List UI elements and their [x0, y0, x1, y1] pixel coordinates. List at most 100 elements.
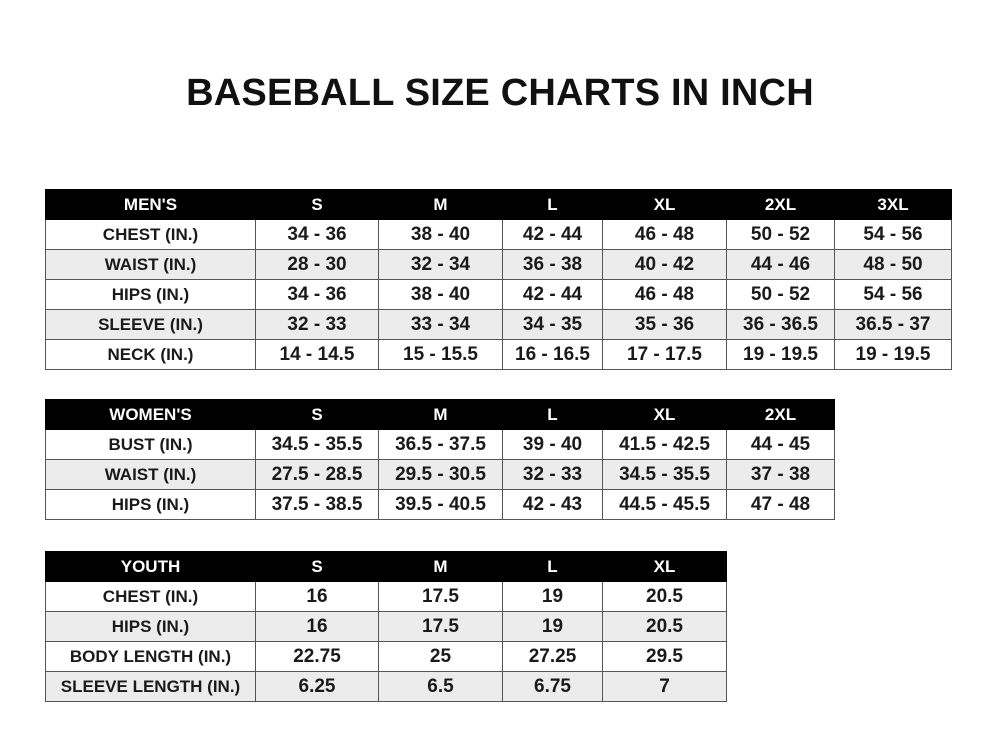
- size-value-cell: 7: [602, 671, 727, 702]
- measurement-label: CHEST (IN.): [45, 219, 256, 250]
- size-value-cell: 54 - 56: [834, 219, 952, 250]
- size-value-cell: 32 - 34: [378, 249, 503, 280]
- size-value-cell: 36.5 - 37: [834, 309, 952, 340]
- size-value-cell: 19 - 19.5: [834, 339, 952, 370]
- size-value-cell: 36.5 - 37.5: [378, 429, 503, 460]
- size-value-cell: 17.5: [378, 611, 503, 642]
- size-value-cell: 34 - 36: [255, 279, 379, 310]
- mens-size-table: MEN'S S M L XL 2XL 3XL CHEST (IN.) 34 - 36 38 - 4…: [45, 189, 952, 370]
- size-value-cell: 42 - 44: [502, 279, 603, 310]
- header-row: WOMEN'S S M L XL 2XL: [45, 399, 835, 430]
- size-column-header: L: [502, 551, 603, 582]
- measurement-label: HIPS (IN.): [45, 279, 256, 310]
- size-value-cell: 25: [378, 641, 503, 672]
- size-value-cell: 44.5 - 45.5: [602, 489, 727, 520]
- size-column-header: S: [255, 189, 379, 220]
- size-value-cell: 40 - 42: [602, 249, 727, 280]
- size-value-cell: 36 - 38: [502, 249, 603, 280]
- measurement-label: WAIST (IN.): [45, 459, 256, 490]
- header-row: YOUTH S M L XL: [45, 551, 727, 582]
- size-value-cell: 29.5 - 30.5: [378, 459, 503, 490]
- size-value-cell: 22.75: [255, 641, 379, 672]
- size-value-cell: 46 - 48: [602, 279, 727, 310]
- measurement-label: WAIST (IN.): [45, 249, 256, 280]
- size-column-header: M: [378, 551, 503, 582]
- size-value-cell: 42 - 43: [502, 489, 603, 520]
- measurement-label: CHEST (IN.): [45, 581, 256, 612]
- table-row: HIPS (IN.) 34 - 36 38 - 40 42 - 44 46 - 48 50…: [45, 279, 952, 310]
- size-value-cell: 41.5 - 42.5: [602, 429, 727, 460]
- size-value-cell: 46 - 48: [602, 219, 727, 250]
- table-row: HIPS (IN.) 37.5 - 38.5 39.5 - 40.5 42 - 43 4…: [45, 489, 835, 520]
- size-value-cell: 29.5: [602, 641, 727, 672]
- measurement-label: BUST (IN.): [45, 429, 256, 460]
- size-value-cell: 44 - 45: [726, 429, 835, 460]
- womens-size-table: WOMEN'S S M L XL 2XL BUST (IN.) 34.5 - 35.5 36.5…: [45, 399, 835, 520]
- size-value-cell: 33 - 34: [378, 309, 503, 340]
- size-value-cell: 50 - 52: [726, 219, 835, 250]
- size-value-cell: 47 - 48: [726, 489, 835, 520]
- size-value-cell: 36 - 36.5: [726, 309, 835, 340]
- size-value-cell: 50 - 52: [726, 279, 835, 310]
- size-value-cell: 39.5 - 40.5: [378, 489, 503, 520]
- size-column-header: XL: [602, 551, 727, 582]
- size-column-header: 2XL: [726, 189, 835, 220]
- size-value-cell: 38 - 40: [378, 279, 503, 310]
- size-value-cell: 16 - 16.5: [502, 339, 603, 370]
- size-value-cell: 37.5 - 38.5: [255, 489, 379, 520]
- size-value-cell: 37 - 38: [726, 459, 835, 490]
- header-row: MEN'S S M L XL 2XL 3XL: [45, 189, 952, 220]
- size-column-header: M: [378, 189, 503, 220]
- size-value-cell: 14 - 14.5: [255, 339, 379, 370]
- measurement-label: SLEEVE (IN.): [45, 309, 256, 340]
- size-value-cell: 19 - 19.5: [726, 339, 835, 370]
- size-value-cell: 44 - 46: [726, 249, 835, 280]
- size-value-cell: 38 - 40: [378, 219, 503, 250]
- measurement-label: HIPS (IN.): [45, 611, 256, 642]
- youth-size-table: YOUTH S M L XL CHEST (IN.) 16 17.5 19 20.5 HIPS (I…: [45, 551, 727, 702]
- table-category-header: MEN'S: [45, 189, 256, 220]
- size-column-header: M: [378, 399, 503, 430]
- table-category-header: YOUTH: [45, 551, 256, 582]
- table-category-header: WOMEN'S: [45, 399, 256, 430]
- table-row: SLEEVE (IN.) 32 - 33 33 - 34 34 - 35 35 - 36…: [45, 309, 952, 340]
- size-value-cell: 17 - 17.5: [602, 339, 727, 370]
- size-value-cell: 17.5: [378, 581, 503, 612]
- size-value-cell: 54 - 56: [834, 279, 952, 310]
- size-value-cell: 32 - 33: [255, 309, 379, 340]
- table-row: HIPS (IN.) 16 17.5 19 20.5: [45, 611, 727, 642]
- size-value-cell: 34.5 - 35.5: [602, 459, 727, 490]
- size-column-header: XL: [602, 399, 727, 430]
- table-row: BUST (IN.) 34.5 - 35.5 36.5 - 37.5 39 - 40 4…: [45, 429, 835, 460]
- table-row: WAIST (IN.) 28 - 30 32 - 34 36 - 38 40 - 42 4…: [45, 249, 952, 280]
- size-value-cell: 34 - 35: [502, 309, 603, 340]
- size-column-header: L: [502, 189, 603, 220]
- size-value-cell: 19: [502, 581, 603, 612]
- table-row: CHEST (IN.) 16 17.5 19 20.5: [45, 581, 727, 612]
- size-column-header: 2XL: [726, 399, 835, 430]
- table-row: SLEEVE LENGTH (IN.) 6.25 6.5 6.75 7: [45, 671, 727, 702]
- measurement-label: BODY LENGTH (IN.): [45, 641, 256, 672]
- size-value-cell: 6.5: [378, 671, 503, 702]
- table-row: NECK (IN.) 14 - 14.5 15 - 15.5 16 - 16.5 17 …: [45, 339, 952, 370]
- size-value-cell: 48 - 50: [834, 249, 952, 280]
- size-column-header: S: [255, 399, 379, 430]
- table-row: BODY LENGTH (IN.) 22.75 25 27.25 29.5: [45, 641, 727, 672]
- size-value-cell: 32 - 33: [502, 459, 603, 490]
- size-column-header: XL: [602, 189, 727, 220]
- size-value-cell: 6.25: [255, 671, 379, 702]
- size-value-cell: 34 - 36: [255, 219, 379, 250]
- measurement-label: HIPS (IN.): [45, 489, 256, 520]
- table-row: WAIST (IN.) 27.5 - 28.5 29.5 - 30.5 32 - 33…: [45, 459, 835, 490]
- size-value-cell: 27.5 - 28.5: [255, 459, 379, 490]
- measurement-label: SLEEVE LENGTH (IN.): [45, 671, 256, 702]
- size-value-cell: 27.25: [502, 641, 603, 672]
- size-value-cell: 16: [255, 611, 379, 642]
- size-value-cell: 20.5: [602, 611, 727, 642]
- size-value-cell: 42 - 44: [502, 219, 603, 250]
- size-value-cell: 28 - 30: [255, 249, 379, 280]
- size-column-header: 3XL: [834, 189, 952, 220]
- size-value-cell: 35 - 36: [602, 309, 727, 340]
- size-value-cell: 20.5: [602, 581, 727, 612]
- size-column-header: S: [255, 551, 379, 582]
